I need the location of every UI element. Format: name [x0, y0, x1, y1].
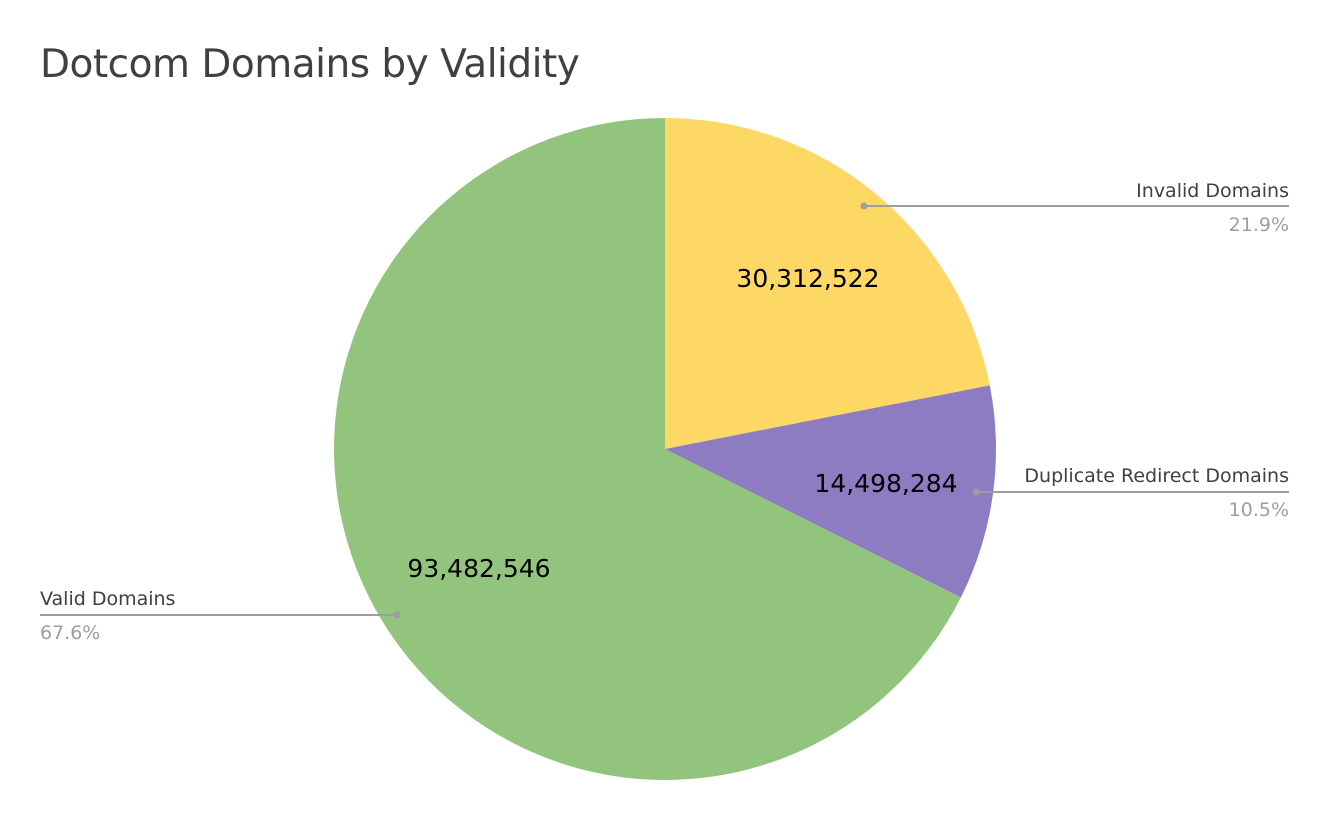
- percent-label-valid-domains: 67.6%: [40, 622, 100, 644]
- pie-slices: [334, 118, 997, 781]
- value-label-invalid-domains: 30,312,522: [736, 264, 879, 293]
- category-label-valid-domains: Valid Domains: [40, 588, 175, 610]
- percent-label-duplicate-redirect-domains: 10.5%: [1229, 499, 1289, 521]
- pie-labels: 30,312,522 Invalid Domains 21.9% 14,498,284…: [40, 180, 1289, 644]
- leader-dot-invalid-domains: [860, 202, 868, 210]
- category-label-duplicate-redirect-domains: Duplicate Redirect Domains: [1024, 465, 1289, 487]
- pie-slice-duplicate-redirect-domains: [665, 385, 997, 598]
- leader-dot-valid-domains: [393, 611, 401, 619]
- value-label-valid-domains: 93,482,546: [407, 554, 550, 583]
- chart-title: Dotcom Domains by Validity: [40, 42, 580, 87]
- pie-slice-valid-domains: [334, 118, 961, 781]
- value-label-duplicate-redirect-domains: 14,498,284: [814, 469, 957, 498]
- leader-lines: [40, 202, 1289, 619]
- percent-label-invalid-domains: 21.9%: [1229, 214, 1289, 236]
- category-label-invalid-domains: Invalid Domains: [1136, 180, 1289, 202]
- pie-slice-invalid-domains: [665, 118, 990, 449]
- leader-dot-duplicate-redirect-domains: [972, 488, 980, 496]
